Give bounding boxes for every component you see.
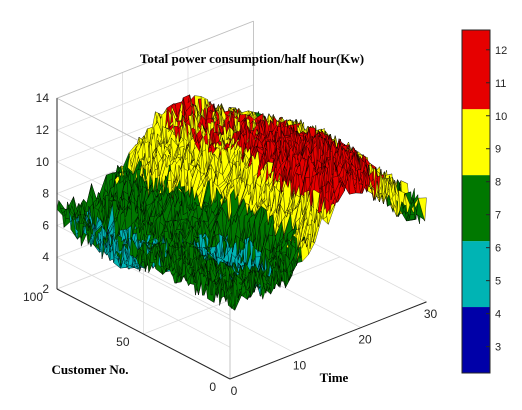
- colorbar-band: [462, 307, 490, 373]
- colorbar-tick-label: 10: [495, 111, 507, 123]
- x-axis-label: Time: [320, 370, 349, 385]
- x-axis-line: [229, 301, 427, 380]
- chart-title: Total power consumption/half hour(Kw): [140, 51, 364, 66]
- y-tick-label: 50: [116, 335, 130, 349]
- colorbar: 3 4 5 6 7 8 9 10 11 12: [461, 29, 507, 374]
- surface-plot: [56, 94, 427, 311]
- colorbar-frame: [461, 29, 491, 374]
- axes-box: [56, 98, 427, 380]
- z-tick-label: 14: [36, 91, 50, 105]
- z-tick-label: 8: [42, 187, 49, 201]
- colorbar-tick-label: 6: [495, 243, 501, 255]
- y-tick-label: 100: [23, 290, 43, 304]
- colorbar-tick-label: 12: [495, 45, 507, 57]
- z-tick-label: 10: [36, 155, 50, 169]
- colorbar-tick-label: 11: [495, 78, 506, 90]
- colorbar-tick-label: 3: [495, 342, 501, 354]
- x-tick-label: 0: [231, 384, 238, 398]
- surface-patch: [418, 197, 427, 222]
- colorbar-tick-label: 9: [495, 144, 501, 156]
- x-tick-label: 10: [293, 358, 307, 372]
- y-axis-label: Customer No.: [51, 362, 128, 377]
- colorbar-tick-label: 7: [495, 210, 501, 222]
- colorbar-band: [462, 109, 490, 176]
- colorbar-tick-label: 8: [495, 177, 501, 189]
- colorbar-tick-label: 5: [495, 276, 501, 288]
- z-tick-label: 2: [42, 282, 49, 296]
- y-tick-label: 0: [209, 380, 216, 394]
- colorbar-band: [462, 175, 490, 242]
- z-tick-label: 4: [42, 250, 49, 264]
- x-tick-label: 30: [424, 307, 438, 321]
- colorbar-tick-label: 4: [495, 309, 501, 321]
- z-tick-label: 12: [36, 123, 50, 137]
- z-tick-label: 6: [42, 218, 49, 232]
- colorbar-band: [462, 241, 490, 308]
- x-tick-label: 20: [358, 333, 372, 347]
- y-axis-line: [56, 288, 231, 380]
- colorbar-band: [462, 30, 490, 110]
